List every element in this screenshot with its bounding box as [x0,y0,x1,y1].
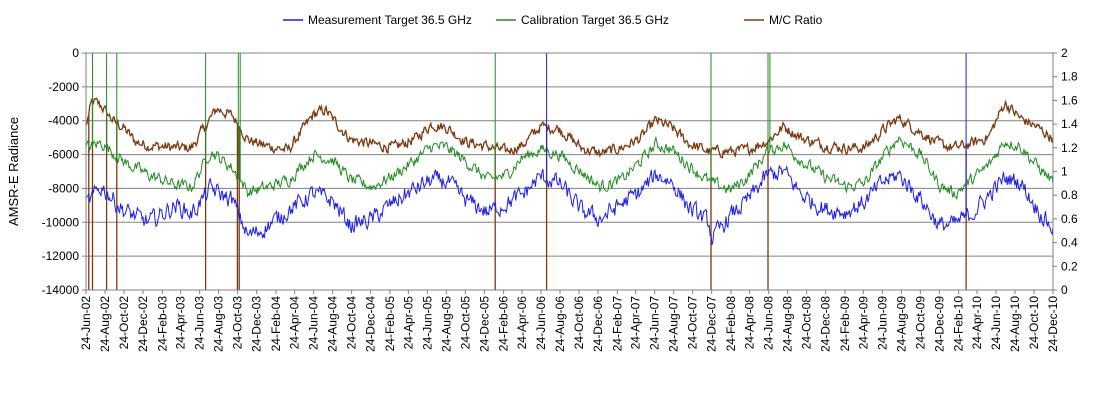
x-tick-label: 24-Feb-04 [269,296,283,352]
x-tick-label: 24-Dec-04 [364,296,378,352]
y-tick-label: -6000 [48,148,79,162]
x-tick-label: 24-Aug-10 [1008,296,1022,352]
y-tick-label: -14000 [42,283,80,297]
x-tick-label: 24-Dec-09 [932,296,946,352]
x-tick-label: 24-Apr-08 [743,296,757,350]
x-tick-label: 24-Dec-02 [136,296,150,352]
legend-label: M/C Ratio [769,13,823,27]
x-tick-label: 24-Apr-06 [515,296,529,350]
y2-tick-label: 0 [1061,283,1068,297]
x-tick-label: 24-Dec-08 [819,296,833,352]
x-tick-label: 24-Apr-09 [856,296,870,350]
x-tick-label: 24-Feb-07 [610,296,624,352]
x-tick-label: 24-Dec-03 [250,296,264,352]
x-tick-label: 24-Oct-10 [1027,296,1041,350]
y-tick-label: -8000 [48,181,79,195]
x-tick-label: 24-Apr-10 [970,296,984,350]
right-axis-ticks: 2 1.8 1.6 1.4 1.2 1 0.8 0.6 0.4 0.2 0 [1053,46,1078,297]
x-tick-label: 24-Jun-10 [989,296,1003,350]
y2-tick-label: 1.4 [1061,117,1078,131]
x-tick-label: 24-Aug-08 [781,296,795,352]
y-tick-label: -10000 [42,215,80,229]
x-tick-label: 24-Dec-10 [1046,296,1060,352]
y-tick-label: -12000 [42,249,80,263]
x-tick-label: 24-Oct-04 [345,296,359,350]
x-tick-label: 24-Feb-06 [497,296,511,352]
x-tick-label: 24-Jun-09 [875,296,889,350]
y2-tick-label: 1.6 [1061,93,1078,107]
y2-tick-label: 1.8 [1061,70,1078,84]
x-tick-label: 24-Feb-09 [838,296,852,352]
y-tick-label: -4000 [48,114,79,128]
y2-tick-label: 0.6 [1061,212,1078,226]
y2-tick-label: 0.8 [1061,188,1078,202]
x-tick-label: 24-Aug-07 [667,296,681,352]
x-tick-label: 24-Dec-07 [705,296,719,352]
y2-tick-label: 1 [1061,165,1068,179]
x-axis-ticks: 24-Jun-02 24-Aug-02 24-Oct-02 24-Dec-02 24-F… [79,290,1060,352]
x-tick-label: 24-Feb-03 [155,296,169,352]
x-tick-label: 24-Jun-02 [79,296,93,350]
y-axis-title: AMSR-E Radiance [6,117,21,226]
y2-tick-label: 2 [1061,46,1068,60]
y-tick-label: 0 [72,46,79,60]
x-tick-label: 24-Aug-03 [212,296,226,352]
x-tick-label: 24-Feb-10 [952,296,966,352]
series-line-mc-ratio [85,97,1054,290]
y-tick-label: -2000 [48,80,79,94]
x-tick-label: 24-Feb-05 [383,296,397,352]
x-tick-label: 24-Apr-04 [288,296,302,350]
gridlines [86,52,1053,291]
x-tick-label: 24-Jun-06 [534,296,548,350]
series-line-calibration [85,53,1054,201]
x-tick-label: 24-Aug-05 [439,296,453,352]
y2-tick-label: 0.4 [1061,236,1078,250]
x-tick-label: 24-Oct-09 [913,296,927,350]
x-tick-label: 24-Oct-06 [572,296,586,350]
x-tick-label: 24-Aug-04 [326,296,340,352]
y2-tick-label: 1.2 [1061,141,1078,155]
x-tick-label: 24-Apr-05 [401,296,415,350]
x-tick-label: 24-Dec-05 [477,296,491,352]
x-tick-label: 24-Oct-07 [686,296,700,350]
x-tick-label: 24-Oct-08 [800,296,814,350]
x-tick-label: 24-Jun-04 [307,296,321,350]
x-tick-label: 24-Aug-02 [98,296,112,352]
series-layer [85,53,1054,290]
series-line-measurement [85,53,1054,246]
x-tick-label: 24-Apr-03 [174,296,188,350]
x-tick-label: 24-Oct-03 [231,296,245,350]
x-tick-label: 24-Jun-03 [193,296,207,350]
x-tick-label: 24-Apr-07 [629,296,643,350]
x-tick-label: 24-Aug-06 [553,296,567,352]
y2-tick-label: 0.2 [1061,259,1078,273]
x-tick-label: 24-Oct-02 [117,296,131,350]
x-tick-label: 24-Jun-05 [420,296,434,350]
left-axis-ticks: 0 -2000 -4000 -6000 -8000 -10000 -12000 -14000 [42,46,86,297]
x-tick-label: 24-Dec-06 [591,296,605,352]
x-tick-label: 24-Feb-08 [724,296,738,352]
x-tick-label: 24-Jun-07 [648,296,662,350]
legend-label: Measurement Target 36.5 GHz [308,13,472,27]
legend-label: Calibration Target 36.5 GHz [521,13,669,27]
x-tick-label: 24-Oct-05 [458,296,472,350]
plot-area-frame [85,52,1054,291]
legend: Measurement Target 36.5 GHz Calibration T… [283,13,823,27]
x-tick-label: 24-Aug-09 [894,296,908,352]
x-tick-label: 24-Jun-08 [762,296,776,350]
